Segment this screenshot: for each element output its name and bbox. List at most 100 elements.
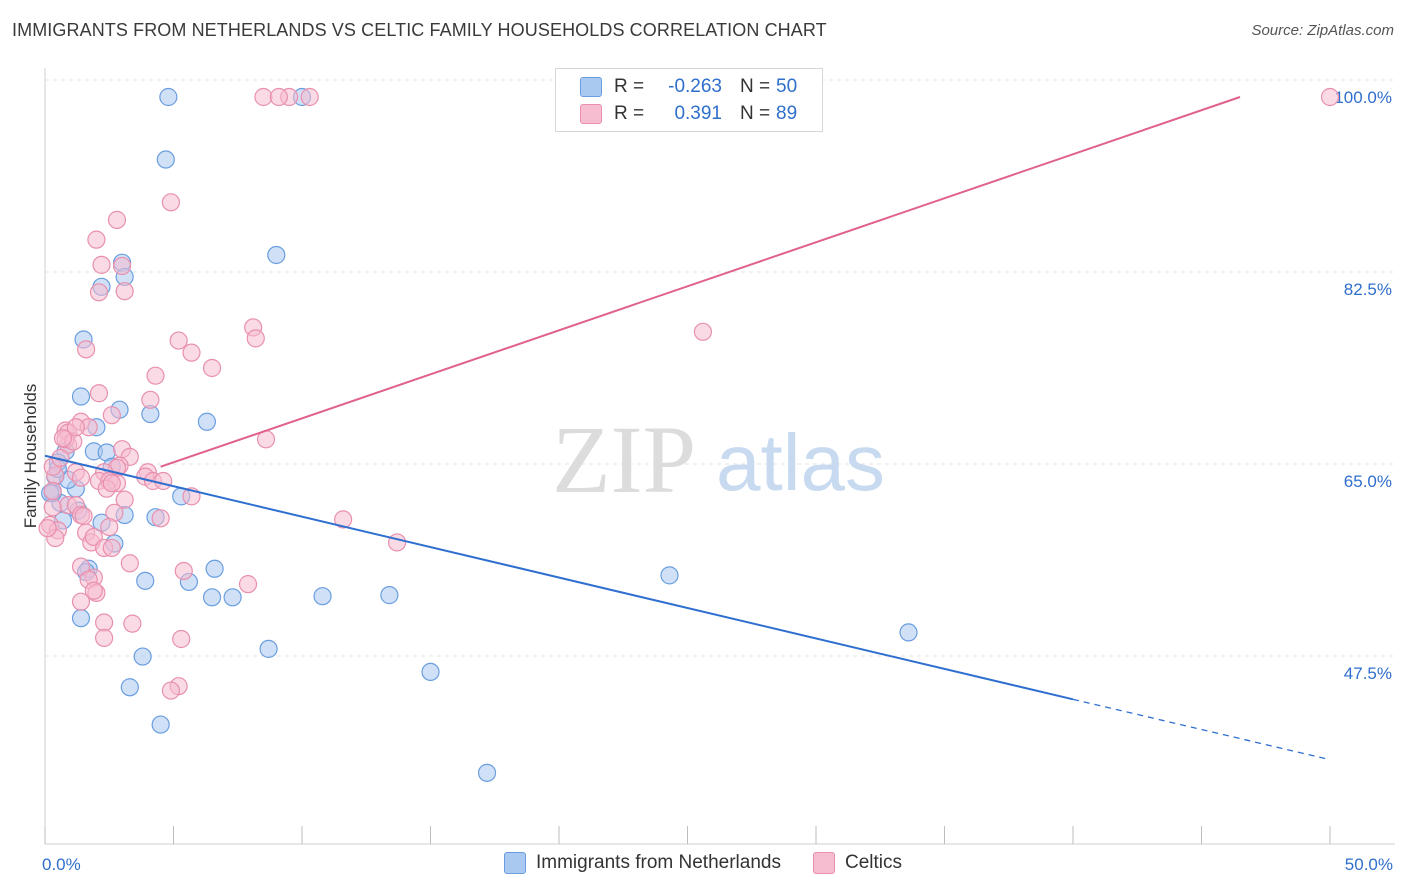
netherlands-point	[380, 586, 399, 605]
netherlands-point	[205, 559, 224, 578]
celtics-point	[269, 87, 288, 107]
y-tick-label: 100.0%	[1334, 88, 1392, 107]
legend-row-celtics: R = 0.391 N = 89	[580, 102, 797, 126]
netherlands-trend-extension	[1072, 698, 1331, 761]
celtics-trend-line	[160, 96, 1241, 468]
netherlands-point	[660, 566, 679, 585]
netherlands-point	[259, 639, 278, 658]
celtics-point	[112, 256, 132, 276]
celtics-point	[141, 390, 160, 409]
celtics-point	[102, 538, 121, 558]
celtics-point	[53, 429, 73, 448]
celtics-point	[202, 358, 222, 378]
celtics-point	[151, 509, 170, 528]
celtics-point	[43, 498, 62, 517]
celtics-point	[387, 533, 407, 552]
netherlands-point	[313, 587, 332, 606]
celtics-point	[169, 331, 188, 350]
celtics-point	[172, 629, 191, 649]
source-label: Source: ZipAtlas.com	[1251, 22, 1394, 39]
celtics-point	[174, 561, 193, 581]
celtics-point	[1320, 87, 1340, 107]
celtics-point	[146, 366, 165, 385]
y-tick-label: 65.0%	[1344, 472, 1392, 491]
stats-legend: R = -0.263 N = 50 R = 0.391 N = 89	[555, 68, 823, 132]
series-legend: Immigrants from Netherlands Celtics	[0, 852, 1406, 874]
celtics-point	[693, 322, 713, 341]
netherlands-trend-line	[44, 454, 1074, 701]
celtics-point	[95, 628, 114, 647]
netherlands-point	[267, 245, 286, 265]
celtics-point	[84, 581, 103, 600]
celtics-point	[102, 406, 121, 425]
y-tick-label: 47.5%	[1344, 664, 1392, 683]
celtics-point	[43, 481, 62, 500]
celtics-point	[71, 468, 91, 487]
celtics-point	[123, 614, 142, 633]
r-value: 0.391	[674, 103, 722, 124]
legend-item-celtics: Celtics	[812, 852, 902, 874]
legend-item-netherlands: Immigrants from Netherlands	[504, 852, 781, 874]
pink-swatch	[580, 104, 602, 124]
netherlands-point	[223, 588, 242, 607]
netherlands-point	[156, 150, 175, 169]
celtics-point	[300, 87, 319, 107]
celtics-point	[102, 474, 121, 493]
n-value: 89	[776, 103, 798, 124]
celtics-point	[74, 507, 93, 526]
celtics-point	[100, 517, 119, 537]
netherlands-point	[120, 678, 139, 697]
celtics-point	[66, 418, 85, 437]
n-label: N =	[740, 76, 771, 97]
celtics-point	[154, 471, 173, 491]
celtics-point	[238, 575, 258, 594]
celtics-point	[182, 343, 201, 362]
legend-label: Celtics	[844, 852, 902, 873]
celtics-point	[246, 329, 265, 348]
celtics-point	[115, 282, 134, 301]
netherlands-point	[71, 609, 91, 628]
celtics-point	[87, 230, 106, 249]
celtics-point	[89, 283, 109, 302]
pink-swatch	[812, 852, 835, 874]
celtics-point	[107, 210, 127, 229]
r-label: R =	[614, 103, 645, 124]
netherlands-point	[197, 412, 217, 431]
celtics-point	[254, 87, 273, 107]
netherlands-point	[133, 647, 152, 666]
celtics-point	[334, 510, 353, 529]
celtics-point	[161, 681, 181, 700]
legend-label: Immigrants from Netherlands	[536, 852, 781, 873]
chart-title: IMMIGRANTS FROM NETHERLANDS VS CELTIC FA…	[12, 20, 827, 40]
legend-row-netherlands: R = -0.263 N = 50	[580, 75, 797, 99]
netherlands-point	[136, 571, 155, 590]
celtics-point	[120, 554, 139, 573]
celtics-point	[92, 255, 111, 274]
netherlands-point	[202, 588, 222, 607]
celtics-point	[89, 384, 109, 403]
celtics-point	[71, 592, 91, 611]
celtics-point	[77, 340, 96, 359]
r-value: -0.263	[668, 76, 722, 97]
netherlands-point	[159, 87, 178, 107]
watermark-zip: ZIP	[552, 406, 696, 513]
n-label: N =	[740, 103, 771, 124]
celtics-point	[95, 613, 114, 632]
celtics-point	[161, 193, 181, 212]
celtics-point	[38, 519, 57, 538]
watermark-atlas: atlas	[716, 418, 885, 507]
netherlands-point	[71, 387, 91, 406]
x-tick-label: 0.0%	[42, 855, 81, 874]
y-axis-label: Family Households	[21, 384, 40, 529]
netherlands-point	[477, 763, 497, 782]
netherlands-point	[899, 623, 918, 642]
r-label: R =	[614, 76, 645, 97]
n-value: 50	[776, 76, 798, 97]
blue-swatch	[580, 77, 602, 97]
y-tick-label: 82.5%	[1344, 280, 1392, 299]
x-tick-label: 50.0%	[1345, 855, 1393, 874]
netherlands-point	[421, 662, 440, 682]
celtics-point	[115, 490, 134, 509]
blue-swatch	[504, 852, 526, 874]
